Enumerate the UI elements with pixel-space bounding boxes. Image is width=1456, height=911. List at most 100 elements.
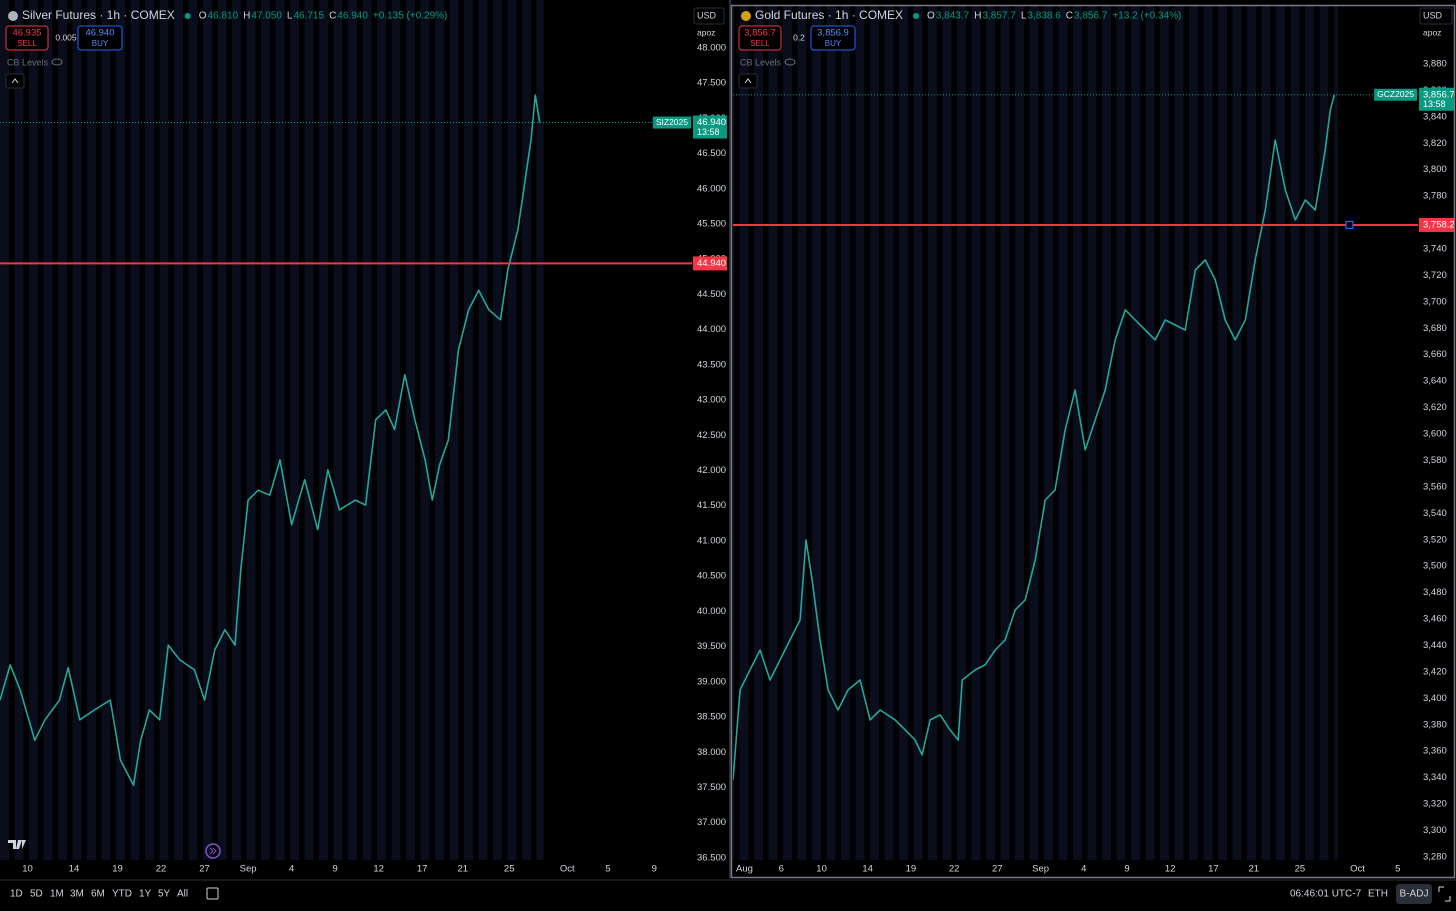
ohlc-key: H: [974, 11, 981, 22]
y-tick-label: 3,460: [1423, 614, 1447, 625]
sell-button[interactable]: [5, 25, 49, 51]
currency-button[interactable]: [1419, 7, 1453, 25]
buy-button[interactable]: [77, 25, 123, 51]
collapse-button[interactable]: [5, 73, 25, 89]
x-tick-label: 6: [779, 864, 784, 875]
date-range-icon[interactable]: [206, 887, 219, 900]
y-tick-label: 3,820: [1423, 138, 1447, 149]
buy-label: BUY: [92, 39, 109, 48]
y-tick-label: 40.000: [697, 606, 726, 617]
x-tick-label: 9: [652, 864, 657, 875]
range-button[interactable]: 1Y: [139, 889, 152, 900]
y-tick-label: 3,680: [1423, 323, 1447, 334]
currency-label: USD: [1423, 10, 1443, 20]
go-to-realtime[interactable]: [205, 843, 221, 859]
go-to-realtime-icon: [209, 847, 217, 855]
sell-button[interactable]: [738, 25, 782, 51]
x-tick-label: 21: [1248, 864, 1259, 875]
y-tick-label: 3,360: [1423, 746, 1447, 757]
y-tick-label: 45.500: [697, 218, 726, 229]
y-tick-label: 3,580: [1423, 455, 1447, 466]
y-tick-label: 3,320: [1423, 799, 1447, 810]
y-tick-label: 3,560: [1423, 481, 1447, 492]
y-tick-label: 3,800: [1423, 164, 1447, 175]
x-tick-label: 17: [1208, 864, 1219, 875]
ohlc-key: C: [1066, 11, 1073, 22]
y-tick-label: 3,480: [1423, 587, 1447, 598]
x-tick-label: 27: [199, 864, 210, 875]
plot-area: [733, 6, 1339, 860]
x-tick-label: 19: [906, 864, 917, 875]
range-button[interactable]: YTD: [112, 889, 132, 900]
buy-price: 3,856.9: [817, 28, 849, 39]
visibility-icon[interactable]: [784, 58, 796, 66]
y-tick-label: 41.500: [697, 500, 726, 511]
y-tick-label: 3,720: [1423, 270, 1447, 281]
fullscreen-icon[interactable]: [1438, 886, 1451, 902]
x-tick-label: Oct: [1350, 864, 1365, 875]
y-tick-label: 3,280: [1423, 851, 1447, 862]
range-button[interactable]: All: [177, 889, 188, 900]
range-button[interactable]: 6M: [91, 889, 105, 900]
scale-mode-label: apoz: [1423, 27, 1441, 37]
x-tick-label: 27: [992, 864, 1003, 875]
y-tick-label: 40.500: [697, 571, 726, 582]
y-tick-label: 3,660: [1423, 349, 1447, 360]
range-button[interactable]: 1M: [50, 889, 64, 900]
spread: 0.2: [793, 32, 805, 42]
ohlc-value: 47.050: [251, 11, 282, 22]
market-status: [913, 13, 920, 19]
session-shading: [0, 0, 544, 860]
ohlc-value: 3,857.7: [982, 11, 1016, 22]
sell-price: 3,856.7: [744, 28, 776, 39]
x-tick-label: 5: [1395, 864, 1400, 875]
last-price-box: [1419, 87, 1455, 111]
sell-label: SELL: [17, 39, 37, 48]
alert-label: 44.940: [697, 258, 726, 269]
alert-label-box: [693, 256, 727, 271]
y-tick-label: 3,420: [1423, 666, 1447, 677]
adjust-box[interactable]: [1396, 884, 1432, 904]
session-button[interactable]: ETH: [1368, 889, 1388, 900]
ohlc-value: 46.810: [207, 11, 238, 22]
x-tick-label: 25: [504, 864, 515, 875]
adjust-button[interactable]: B-ADJ: [1400, 889, 1429, 900]
currency-button[interactable]: [693, 7, 725, 25]
tv-logo-mark: [8, 840, 26, 849]
x-tick-label: 22: [156, 864, 167, 875]
visibility-icon[interactable]: [51, 58, 63, 66]
x-tick-label: 10: [22, 864, 33, 875]
y-tick-label: 38.000: [697, 747, 726, 758]
x-tick-label: Aug: [736, 864, 753, 875]
chart-title: Gold Futures · 1h · COMEX: [755, 8, 903, 22]
range-button[interactable]: 3M: [70, 889, 84, 900]
y-tick-label: 3,620: [1423, 402, 1447, 413]
x-tick-label: 12: [373, 864, 384, 875]
symbol-icon: [8, 11, 18, 21]
buy-price: 46.940: [85, 28, 114, 39]
collapse-icon: [11, 78, 19, 84]
spread: 0.005: [55, 32, 77, 42]
sell-price: 46.935: [12, 28, 41, 39]
last-price-label: 46.940: [697, 117, 726, 128]
x-tick-label: 19: [112, 864, 123, 875]
price-line: [0, 94, 541, 787]
change-value: +0.135 (+0.29%): [373, 11, 448, 22]
range-button[interactable]: 5Y: [158, 889, 171, 900]
y-tick-label: 3,500: [1423, 561, 1447, 572]
y-tick-label: 41.000: [697, 535, 726, 546]
collapse-icon: [744, 78, 752, 84]
range-button[interactable]: 5D: [30, 889, 43, 900]
symbol-label: SIZ2025: [656, 117, 688, 127]
buy-button[interactable]: [810, 25, 856, 51]
x-tick-label: 22: [949, 864, 960, 875]
x-tick-label: 21: [457, 864, 468, 875]
collapse-button[interactable]: [738, 73, 758, 89]
sell-label: SELL: [750, 39, 770, 48]
x-tick-label: 9: [1124, 864, 1129, 875]
last-price-box: [693, 115, 727, 139]
range-button[interactable]: 1D: [10, 889, 23, 900]
countdown-label: 13:58: [1423, 99, 1446, 109]
ohlc-key: O: [927, 11, 935, 22]
